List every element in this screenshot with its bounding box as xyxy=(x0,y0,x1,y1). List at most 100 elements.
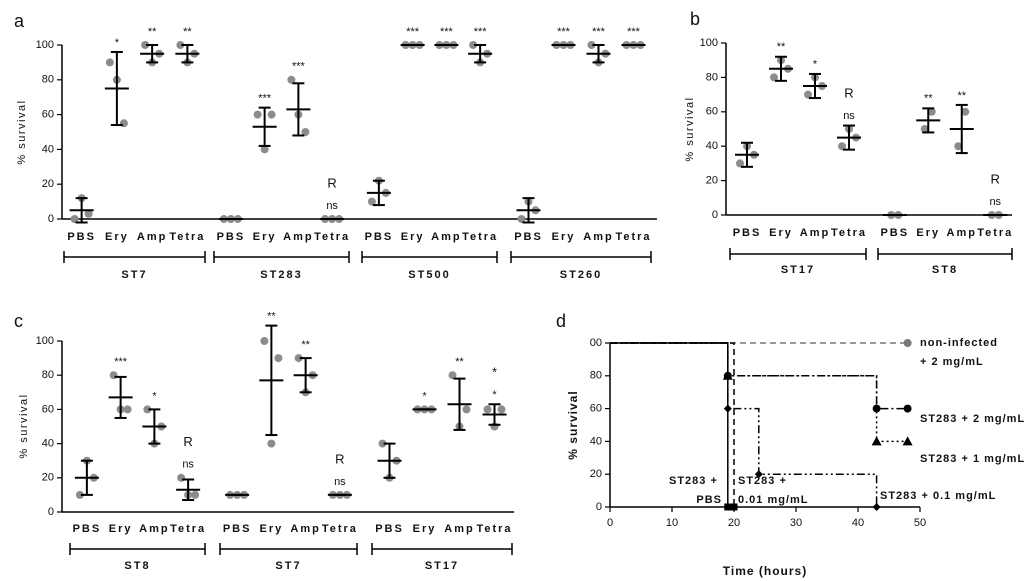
data-point xyxy=(109,371,118,380)
x-tick-label: 20 xyxy=(728,517,740,529)
significance-label: * xyxy=(492,389,497,401)
significance-label: * xyxy=(115,37,120,49)
x-tick-label: 40 xyxy=(852,517,864,529)
data-point xyxy=(469,41,478,49)
data-point xyxy=(920,125,929,133)
significance-label: ** xyxy=(777,41,786,53)
data-point xyxy=(191,490,200,499)
panel-label: d xyxy=(556,311,566,331)
y-tick-label: 0 xyxy=(48,213,54,225)
panel-label: b xyxy=(690,9,700,29)
significance-label: ** xyxy=(301,339,310,351)
category-label: PBS xyxy=(880,227,909,239)
y-tick-label: 60 xyxy=(590,403,602,415)
data-point xyxy=(517,215,526,223)
y-tick-label: 20 xyxy=(42,178,54,190)
y-tick-label: 100 xyxy=(36,335,54,347)
y-tick-label: 20 xyxy=(590,468,602,480)
survival-line xyxy=(610,342,729,507)
data-point xyxy=(497,405,506,414)
category-label: Tetra xyxy=(831,227,867,239)
marker xyxy=(903,339,912,347)
resistance-label: R xyxy=(183,434,192,449)
category-label: Tetra xyxy=(462,231,498,243)
significance-label: ns xyxy=(326,200,338,212)
marker xyxy=(730,503,738,511)
resistance-label: R xyxy=(327,175,336,190)
panel-label: a xyxy=(14,11,25,31)
x-tick-label: 50 xyxy=(914,517,926,529)
group-label: ST17 xyxy=(781,264,815,276)
category-label: PBS xyxy=(375,523,404,535)
y-tick-label: 40 xyxy=(42,438,54,450)
marker xyxy=(872,503,881,511)
significance-label: *** xyxy=(258,93,272,105)
data-point xyxy=(927,107,936,116)
significance-label: *** xyxy=(292,61,306,73)
significance-label: *** xyxy=(592,26,606,38)
y-tick-label: 0 xyxy=(596,501,602,513)
category-label: Ery xyxy=(401,231,425,243)
y-tick-label: 20 xyxy=(706,175,718,187)
significance-label: ns xyxy=(334,476,346,488)
significance-label: *** xyxy=(440,26,454,38)
series-label: PBS xyxy=(696,494,722,506)
data-point xyxy=(462,405,471,414)
data-point xyxy=(274,354,283,363)
category-label: Ery xyxy=(916,227,940,239)
data-point xyxy=(267,439,276,448)
category-label: PBS xyxy=(514,231,543,243)
data-point xyxy=(954,142,963,151)
marker xyxy=(754,470,763,479)
data-point xyxy=(260,145,269,154)
significance-label: *** xyxy=(114,356,128,368)
data-point xyxy=(961,107,970,116)
category-label: PBS xyxy=(73,523,102,535)
x-tick-label: 30 xyxy=(790,517,802,529)
series-label: ST283 + 2 mg/mL xyxy=(920,413,1025,425)
data-point xyxy=(301,128,310,136)
y-tick-label: 100 xyxy=(36,39,54,51)
series-label: ST283 + xyxy=(738,475,787,487)
data-point xyxy=(448,371,457,380)
group-label: ST7 xyxy=(121,269,147,281)
category-label: Tetra xyxy=(977,227,1013,239)
y-tick-label: 40 xyxy=(590,435,602,447)
category-label: Ery xyxy=(260,523,284,535)
marker xyxy=(903,404,912,413)
resistance-label: R xyxy=(335,451,344,466)
data-point xyxy=(123,405,132,414)
marker xyxy=(902,436,913,446)
significance-label: *** xyxy=(557,26,571,38)
marker xyxy=(871,436,882,446)
category-label: Amp xyxy=(283,231,313,243)
group-label: ST8 xyxy=(124,560,150,572)
y-tick-label: 40 xyxy=(42,143,54,155)
series-label: + 2 mg/mL xyxy=(920,356,984,368)
significance-label: ** xyxy=(957,90,966,102)
group-label: ST500 xyxy=(408,269,450,281)
significance-label: *** xyxy=(406,26,420,38)
y-tick-label: 00 xyxy=(590,337,602,349)
data-point xyxy=(105,58,114,67)
data-point xyxy=(287,75,296,84)
category-label: Tetra xyxy=(615,231,651,243)
y-tick-label: 60 xyxy=(706,106,718,118)
category-label: PBS xyxy=(67,231,96,243)
y-tick-label: 80 xyxy=(706,71,718,83)
significance-label: ** xyxy=(148,26,157,38)
data-point xyxy=(177,473,186,482)
x-tick-label: 10 xyxy=(666,517,678,529)
y-tick-label: 60 xyxy=(42,403,54,415)
y-tick-label: 0 xyxy=(48,506,54,518)
data-point xyxy=(378,439,387,448)
significance-label: *** xyxy=(627,26,641,38)
category-label: Amp xyxy=(139,523,169,535)
data-point xyxy=(70,215,79,223)
significance-label: ns xyxy=(843,110,855,122)
significance-label: * xyxy=(422,390,427,402)
series-label: ST283 + xyxy=(669,475,718,487)
data-point xyxy=(267,110,276,119)
resistance-label: R xyxy=(991,171,1000,186)
